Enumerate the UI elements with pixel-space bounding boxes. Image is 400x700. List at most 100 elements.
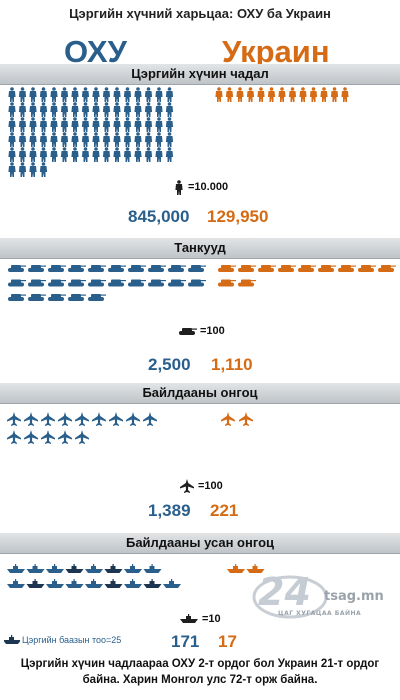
jet-icon xyxy=(24,430,38,444)
soldier-icon xyxy=(29,87,37,102)
tank-icon xyxy=(298,265,316,272)
tanks-ukraine-value: 1,110 xyxy=(211,355,253,374)
soldier-icon xyxy=(81,102,90,117)
tank-icon xyxy=(68,279,86,287)
soldier-icon xyxy=(134,132,142,147)
soldier-icon xyxy=(267,87,276,102)
soldier-icon xyxy=(155,117,163,132)
tank-icon xyxy=(28,294,46,301)
page-title: Цэргийн хүчний харьцаа: ОХУ ба Украин xyxy=(69,6,331,21)
jet-icon xyxy=(7,430,21,444)
tank-icon xyxy=(128,265,146,272)
soldier-icon xyxy=(50,102,58,117)
troops-russia-value: 845,000 xyxy=(128,207,190,226)
soldier-icon xyxy=(18,162,27,177)
ship-icon xyxy=(227,564,245,573)
aircraft-russia-pictogram xyxy=(7,412,157,444)
tank-icon xyxy=(338,265,356,272)
troops-ukraine-value: 129,950 xyxy=(207,207,269,226)
tank-icon xyxy=(8,279,26,287)
soldier-icon xyxy=(29,132,37,147)
soldier-icon xyxy=(288,87,297,102)
soldier-icon xyxy=(144,147,153,162)
soldier-icon xyxy=(123,102,132,117)
soldier-icon xyxy=(320,87,328,102)
soldier-icon xyxy=(165,147,174,162)
tank-icon xyxy=(278,265,296,272)
jet-icon xyxy=(58,430,72,444)
tanks-russia-value: 2,500 xyxy=(148,355,191,374)
tsag-watermark-logo: 24 tsag.mn ЦАГ ХУГАЦАА БАЙНА xyxy=(250,570,384,622)
tank-icon xyxy=(238,279,256,287)
tank-icon xyxy=(28,279,46,287)
soldier-icon xyxy=(8,147,16,162)
soldier-icon xyxy=(155,132,163,147)
soldier-icon xyxy=(123,132,132,147)
troops-russia-pictogram xyxy=(8,87,174,177)
soldier-icon xyxy=(155,102,163,117)
jet-icon xyxy=(92,412,106,426)
soldier-icon xyxy=(60,147,69,162)
jet-icon xyxy=(126,412,140,426)
soldier-icon xyxy=(144,117,153,132)
tank-icon xyxy=(258,265,276,272)
soldier-icon xyxy=(113,132,121,147)
soldier-icon xyxy=(113,117,121,132)
base-legend: Цэргийн баазын тоо=25 xyxy=(4,635,121,645)
tank-icon xyxy=(88,265,106,272)
soldier-icon xyxy=(113,87,121,102)
soldier-icon xyxy=(257,87,265,102)
soldier-icon xyxy=(134,102,142,117)
country-ukraine-label: Украин xyxy=(222,34,330,69)
soldier-icon xyxy=(165,117,174,132)
soldier-icon xyxy=(71,147,79,162)
tank-icon xyxy=(68,294,86,301)
tank-icon xyxy=(8,265,26,272)
soldier-icon xyxy=(18,147,27,162)
soldier-icon xyxy=(155,147,163,162)
ship-icon xyxy=(124,579,142,588)
ship-icon xyxy=(85,579,103,588)
soldier-icon xyxy=(71,117,79,132)
aircraft-ukraine-pictogram xyxy=(221,412,253,426)
soldier-icon xyxy=(165,132,174,147)
tank-icon xyxy=(218,265,236,272)
tanks-ukraine-pictogram xyxy=(218,265,396,287)
ship-icon xyxy=(85,564,103,573)
soldier-icon xyxy=(102,147,111,162)
warships-ukraine-pictogram xyxy=(227,564,265,573)
soldier-icon xyxy=(92,87,100,102)
soldier-icon xyxy=(81,132,90,147)
soldier-icon xyxy=(71,132,79,147)
aircraft-russia-value: 1,389 xyxy=(148,501,191,520)
jet-icon xyxy=(75,430,89,444)
soldier-icon xyxy=(39,132,48,147)
soldier-icon xyxy=(71,87,79,102)
soldier-icon xyxy=(81,147,90,162)
ship-icon xyxy=(65,579,84,588)
tank-icon xyxy=(88,279,106,287)
soldier-icon xyxy=(123,117,132,132)
jet-icon xyxy=(41,412,55,426)
jet-icon xyxy=(221,412,235,426)
soldier-icon xyxy=(134,147,142,162)
jet-icon xyxy=(7,412,21,426)
watermark-number: 24 xyxy=(258,570,311,614)
soldier-icon xyxy=(39,87,48,102)
watermark-swoosh-icon xyxy=(252,575,328,619)
troops-ukraine-pictogram xyxy=(215,87,349,102)
ship-icon xyxy=(7,579,25,588)
soldier-icon xyxy=(165,102,174,117)
soldier-icon xyxy=(50,87,58,102)
watermark-site: tsag.mn xyxy=(324,589,384,604)
soldier-icon xyxy=(102,117,111,132)
ship-icon xyxy=(26,579,45,588)
tank-icon xyxy=(168,265,186,272)
soldier-icon xyxy=(8,87,16,102)
troops-scale-legend: =10.000 xyxy=(172,178,228,196)
tank-icon xyxy=(48,279,66,287)
warships-ukraine-value: 17 xyxy=(218,632,237,651)
ship-icon xyxy=(124,564,142,573)
ship-icon xyxy=(104,564,123,573)
soldier-icon xyxy=(81,87,90,102)
